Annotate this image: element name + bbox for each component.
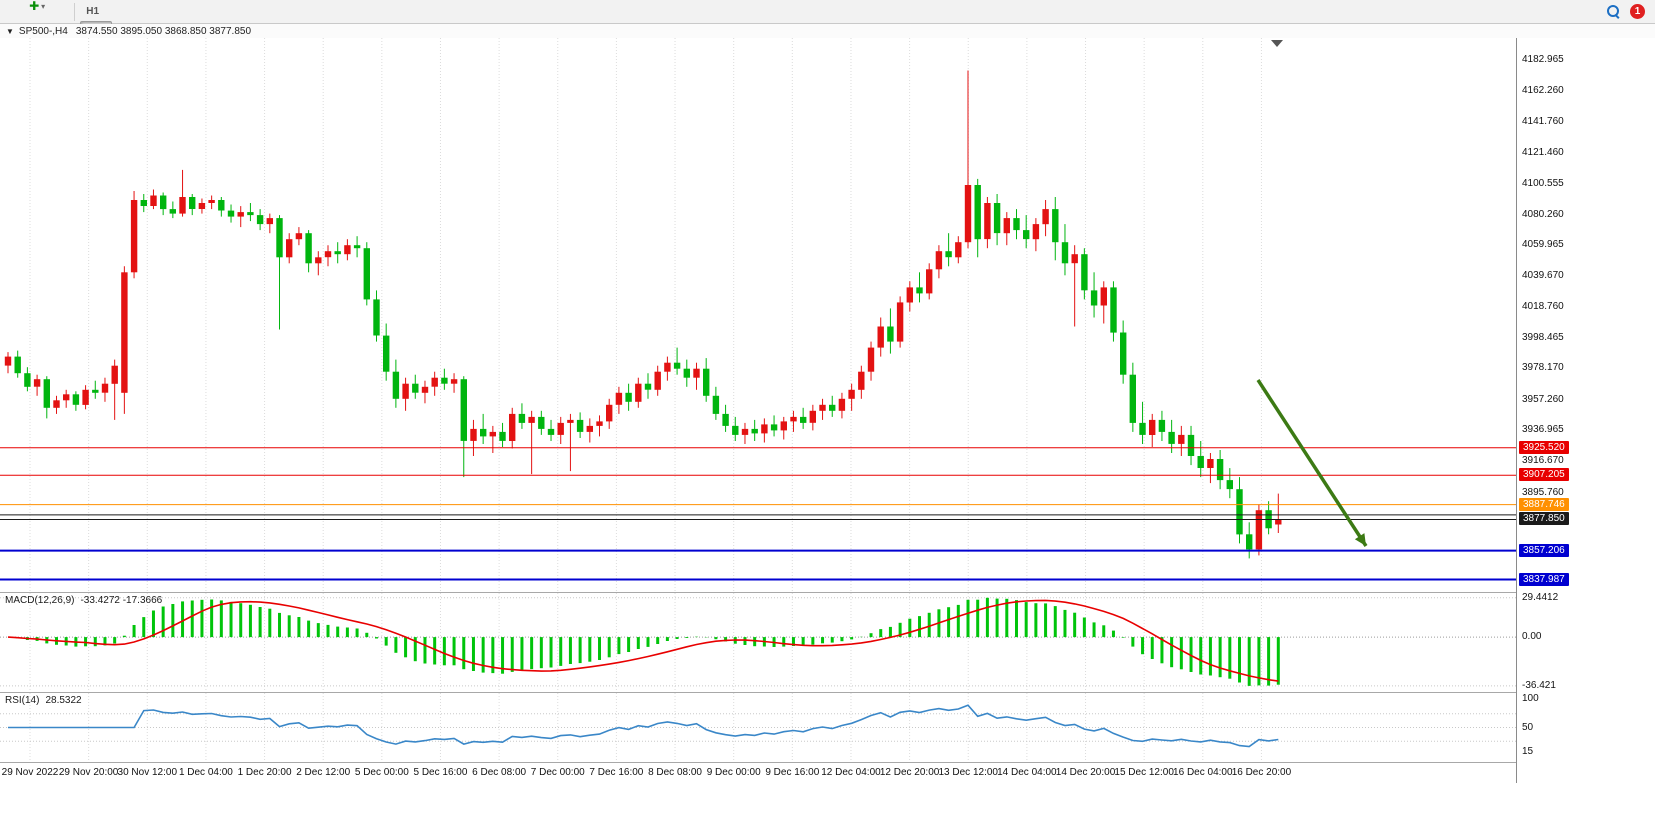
price-axis-tick: 4039.670 bbox=[1522, 269, 1564, 281]
time-axis-label: 6 Dec 08:00 bbox=[472, 767, 527, 778]
toolbar-right-group: 1 bbox=[1607, 4, 1651, 19]
time-axis-label: 12 Dec 20:00 bbox=[879, 767, 940, 778]
price-axis-tick: 4141.760 bbox=[1522, 116, 1564, 128]
chart-symbol-period: SP500-,H4 bbox=[18, 25, 68, 37]
pane-separator bbox=[0, 762, 1655, 763]
time-axis-label: 14 Dec 20:00 bbox=[1055, 767, 1116, 778]
time-axis-label: 9 Dec 00:00 bbox=[706, 767, 761, 778]
time-axis-label: 14 Dec 04:00 bbox=[997, 767, 1057, 778]
time-axis-label: 5 Dec 00:00 bbox=[354, 767, 409, 778]
time-axis-label: 29 Nov 2022 bbox=[1, 767, 59, 778]
toolbar-separator bbox=[74, 2, 76, 21]
rsi-canvas[interactable] bbox=[0, 693, 1516, 762]
price-line-tag: 3887.746 bbox=[1519, 497, 1569, 511]
macd-axis-tick: 29.4412 bbox=[1522, 591, 1559, 603]
time-axis[interactable]: 29 Nov 2022 29 Nov 20:00 30 Nov 12:00 1 Dec… bbox=[0, 763, 1516, 783]
time-axis-label: 8 Dec 08:00 bbox=[648, 767, 702, 778]
rsi-axis-tick: 15 bbox=[1522, 745, 1534, 757]
timeframe-button-h1[interactable]: H1 bbox=[86, 6, 100, 17]
price-line-tag: 3837.987 bbox=[1519, 572, 1569, 586]
time-axis-label: 1 Dec 20:00 bbox=[237, 767, 292, 778]
macd-axis-tick: 0.00 bbox=[1522, 631, 1542, 643]
chart-menu-icon[interactable]: ▼ bbox=[6, 26, 14, 36]
time-axis-label: 5 Dec 16:00 bbox=[413, 767, 468, 778]
time-axis-label: 29 Nov 20:00 bbox=[58, 767, 119, 778]
price-line-tag: 3857.206 bbox=[1519, 543, 1569, 557]
price-axis-tick: 3978.170 bbox=[1522, 362, 1564, 374]
price-axis-tick: 3895.760 bbox=[1522, 486, 1564, 498]
price-axis-tick: 3936.965 bbox=[1522, 424, 1564, 436]
rsi-pane[interactable] bbox=[0, 693, 1516, 762]
rsi-label: RSI(14) 28.5322 bbox=[5, 695, 82, 706]
price-line-tag: 3907.205 bbox=[1519, 468, 1569, 482]
pane-separator[interactable] bbox=[0, 692, 1655, 693]
time-axis-label: 30 Nov 12:00 bbox=[117, 767, 178, 778]
notification-badge[interactable]: 1 bbox=[1630, 4, 1645, 19]
macd-label: MACD(12,26,9) -33.4272 -17.3666 bbox=[5, 595, 163, 606]
price-axis-tick: 4080.260 bbox=[1522, 208, 1564, 220]
indicators-icon: ✚ bbox=[29, 0, 40, 13]
price-line-tag: 3925.520 bbox=[1519, 440, 1569, 454]
indicators-button[interactable]: ✚ ▾ bbox=[5, 0, 69, 17]
search-icon[interactable] bbox=[1607, 5, 1620, 19]
chart-ohlc-values: 3874.550 3895.050 3868.850 3877.850 bbox=[75, 25, 252, 37]
pane-separator[interactable] bbox=[0, 592, 1655, 593]
price-axis-tick: 4059.965 bbox=[1522, 239, 1564, 251]
time-axis-label: 13 Dec 12:00 bbox=[938, 767, 998, 778]
main-toolbar: ⊞新订单✉●◉▶自动交易▥▮╱⊕⊖▦✚▾◔▾▤▾↖+│─╱∥≡A⚑↕▾ M1M5… bbox=[0, 0, 1655, 299]
chevron-down-icon: ▾ bbox=[41, 1, 46, 11]
time-axis-label: 2 Dec 12:00 bbox=[296, 767, 351, 778]
time-axis-label: 7 Dec 16:00 bbox=[589, 767, 644, 778]
time-axis-label: 12 Dec 04:00 bbox=[821, 767, 881, 778]
time-axis-label: 1 Dec 04:00 bbox=[178, 767, 233, 778]
price-axis-tick: 4100.555 bbox=[1522, 178, 1564, 190]
price-chart-canvas[interactable] bbox=[0, 38, 1516, 592]
price-axis-tick: 3916.670 bbox=[1522, 455, 1564, 467]
time-axis-label: 16 Dec 20:00 bbox=[1231, 767, 1292, 778]
rsi-axis-tick: 100 bbox=[1522, 693, 1539, 704]
price-axis-tick: 3957.260 bbox=[1522, 393, 1564, 405]
price-axis-tick: 4018.760 bbox=[1522, 301, 1564, 313]
chart-caption-bar: ▼ SP500-,H4 3874.550 3895.050 3868.850 3… bbox=[0, 24, 1655, 38]
time-axis-label: 9 Dec 16:00 bbox=[765, 767, 820, 778]
time-axis-label: 7 Dec 00:00 bbox=[530, 767, 585, 778]
price-axis-tick: 3998.465 bbox=[1522, 331, 1564, 343]
price-line-tag: 3877.850 bbox=[1519, 512, 1569, 526]
price-axis-tick: 4182.965 bbox=[1522, 54, 1564, 66]
macd-pane[interactable] bbox=[0, 593, 1516, 692]
time-axis-label: 15 Dec 12:00 bbox=[1114, 767, 1174, 778]
macd-axis-tick: -36.421 bbox=[1522, 679, 1556, 691]
price-axis-tick: 4121.460 bbox=[1522, 146, 1564, 158]
time-axis-label: 16 Dec 04:00 bbox=[1173, 767, 1233, 778]
macd-canvas[interactable] bbox=[0, 593, 1516, 692]
rsi-axis-tick: 50 bbox=[1522, 721, 1534, 733]
price-axis[interactable]: 4182.965 4162.260 4141.760 4121.460 4100.555… bbox=[1516, 38, 1655, 783]
main-chart-pane[interactable] bbox=[0, 38, 1516, 592]
price-axis-tick: 4162.260 bbox=[1522, 85, 1564, 97]
